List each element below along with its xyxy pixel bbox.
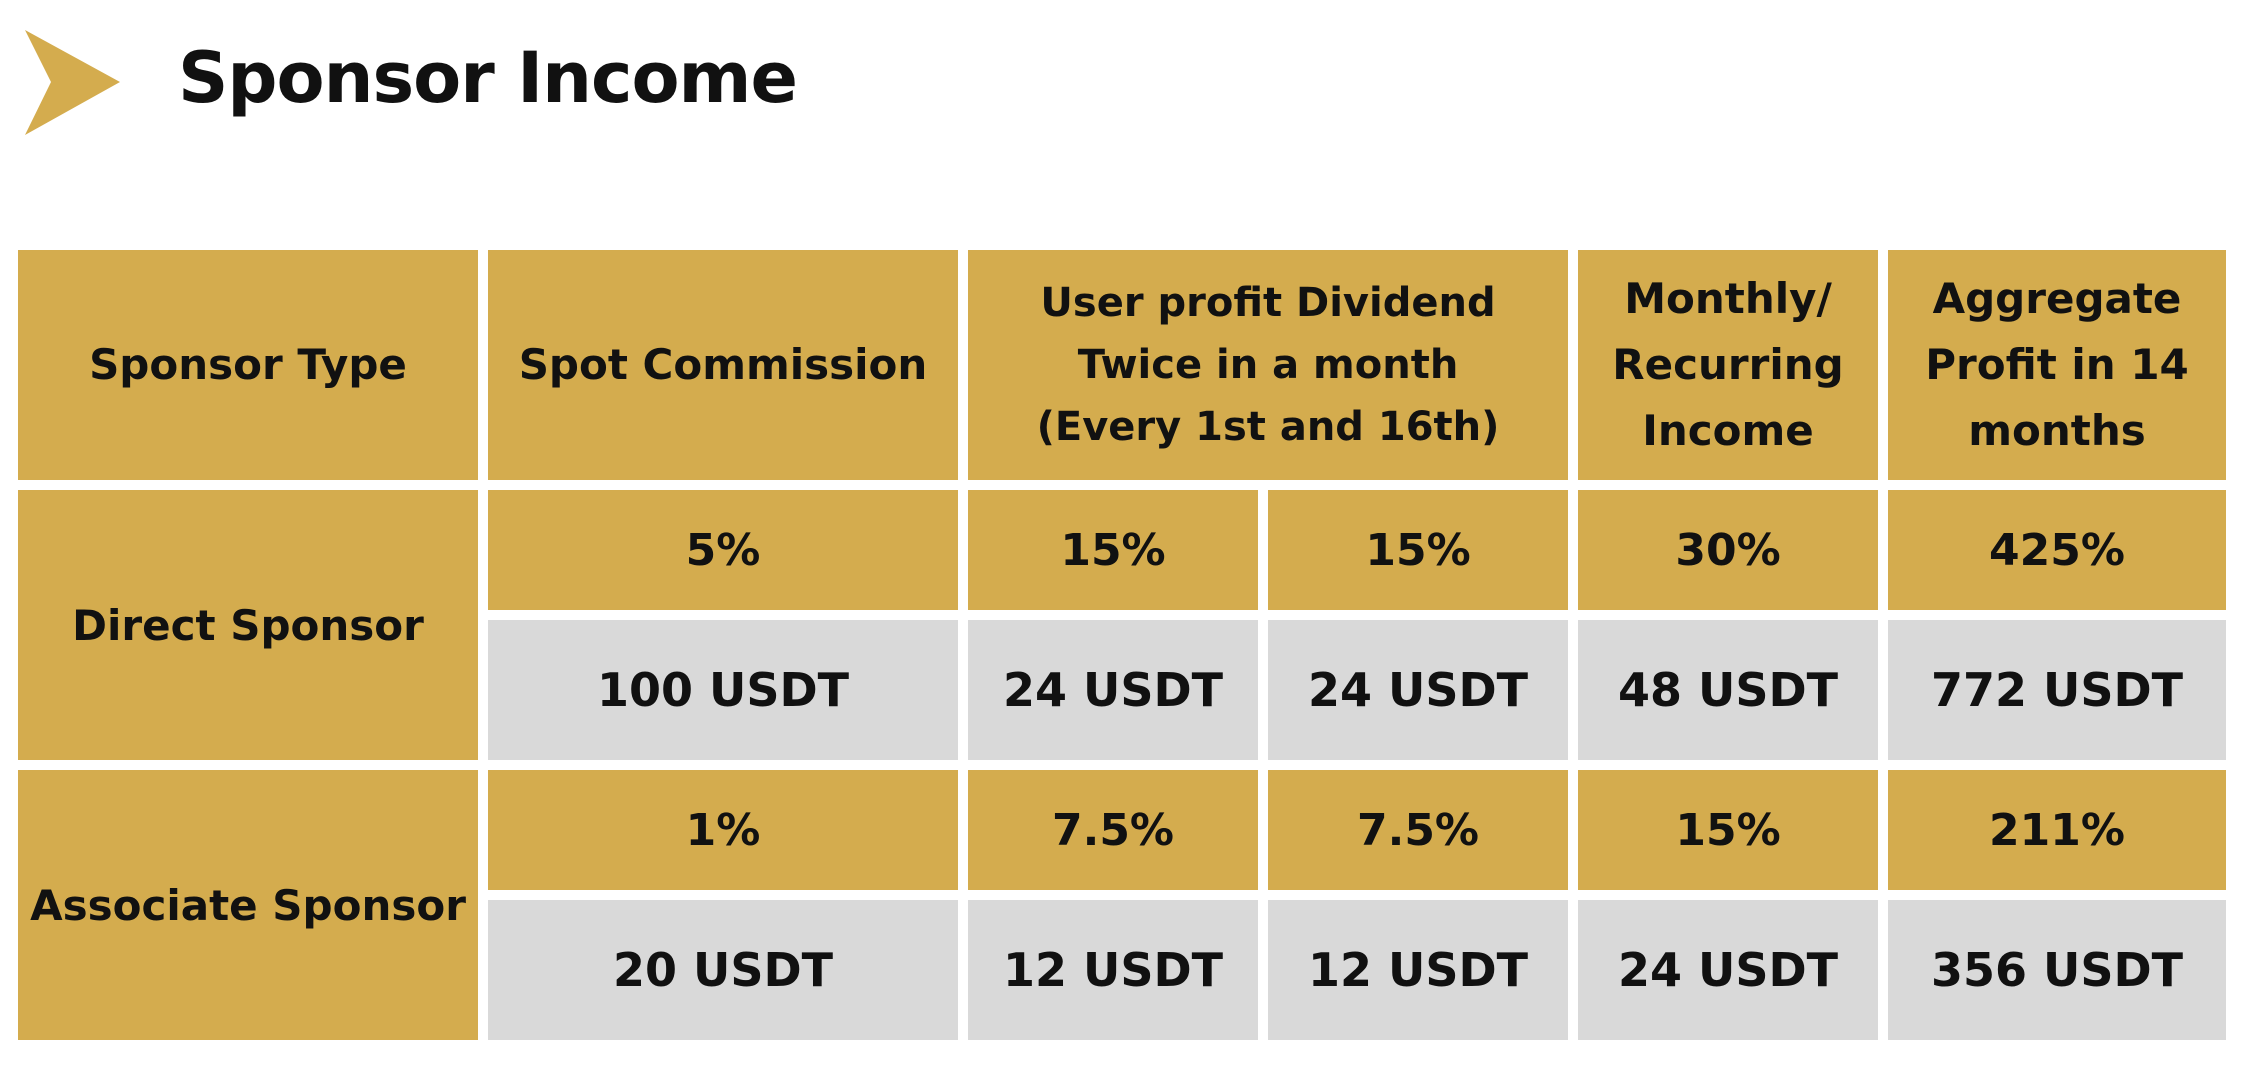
associate-dividend1-percent: 7.5% (968, 770, 1258, 890)
header-row: Sponsor Type Spot Commission User profit… (18, 250, 2227, 480)
header-monthly-line: Recurring (1612, 340, 1844, 389)
header-monthly-income: Monthly/ Recurring Income (1578, 250, 1879, 480)
associate-aggregate-amount: 356 USDT (1888, 900, 2227, 1040)
header-dividend-line: (Every 1st and 16th) (1036, 404, 1500, 450)
direct-dividend1-amount: 24 USDT (968, 620, 1258, 760)
associate-spot-percent: 1% (488, 770, 958, 890)
direct-spot-percent: 5% (488, 490, 958, 610)
header-aggregate-line: Profit in 14 (1925, 340, 2189, 389)
direct-dividend2-percent: 15% (1268, 490, 1569, 610)
associate-dividend2-percent: 7.5% (1268, 770, 1569, 890)
row-label-associate-sponsor: Associate Sponsor (18, 770, 478, 1040)
header-monthly-line: Monthly/ (1624, 274, 1832, 323)
table-row: Associate Sponsor 1% 7.5% 7.5% 15% 211% (18, 770, 2227, 1040)
associate-aggregate-percent: 211% (1888, 770, 2227, 890)
direct-aggregate-amount: 772 USDT (1888, 620, 2227, 760)
chevron-right-icon (25, 30, 120, 135)
header-dividend: User profit Dividend Twice in a month (E… (968, 250, 1569, 480)
header-aggregate-line: months (1968, 406, 2146, 455)
direct-dividend2-amount: 24 USDT (1268, 620, 1569, 760)
table-row: 100 USDT 24 USDT 24 USDT 48 USDT 772 USD… (18, 620, 2227, 760)
associate-dividend1-amount: 12 USDT (968, 900, 1258, 1040)
associate-spot-amount: 20 USDT (488, 900, 958, 1040)
table-row: Direct Sponsor 5% 15% 15% 30% 425% (18, 490, 2227, 760)
direct-monthly-percent: 30% (1578, 490, 1879, 610)
header-sponsor-type: Sponsor Type (18, 250, 478, 480)
associate-monthly-percent: 15% (1578, 770, 1879, 890)
direct-monthly-amount: 48 USDT (1578, 620, 1879, 760)
header-dividend-line: Twice in a month (1077, 342, 1459, 388)
direct-dividend1-percent: 15% (968, 490, 1258, 610)
direct-aggregate-percent: 425% (1888, 490, 2227, 610)
header-aggregate-line: Aggregate (1932, 274, 2182, 323)
table-row: 20 USDT 12 USDT 12 USDT 24 USDT 356 USDT (18, 900, 2227, 1040)
header-aggregate-profit: Aggregate Profit in 14 months (1888, 250, 2227, 480)
header-spot-commission: Spot Commission (488, 250, 958, 480)
header-monthly-line: Income (1642, 406, 1814, 455)
header-dividend-line: User profit Dividend (1040, 280, 1496, 326)
associate-monthly-amount: 24 USDT (1578, 900, 1879, 1040)
direct-spot-amount: 100 USDT (488, 620, 958, 760)
page-title: Sponsor Income (178, 37, 798, 119)
associate-dividend2-amount: 12 USDT (1268, 900, 1569, 1040)
sponsor-income-table: Sponsor Type Spot Commission User profit… (8, 240, 2236, 1050)
row-label-direct-sponsor: Direct Sponsor (18, 490, 478, 760)
